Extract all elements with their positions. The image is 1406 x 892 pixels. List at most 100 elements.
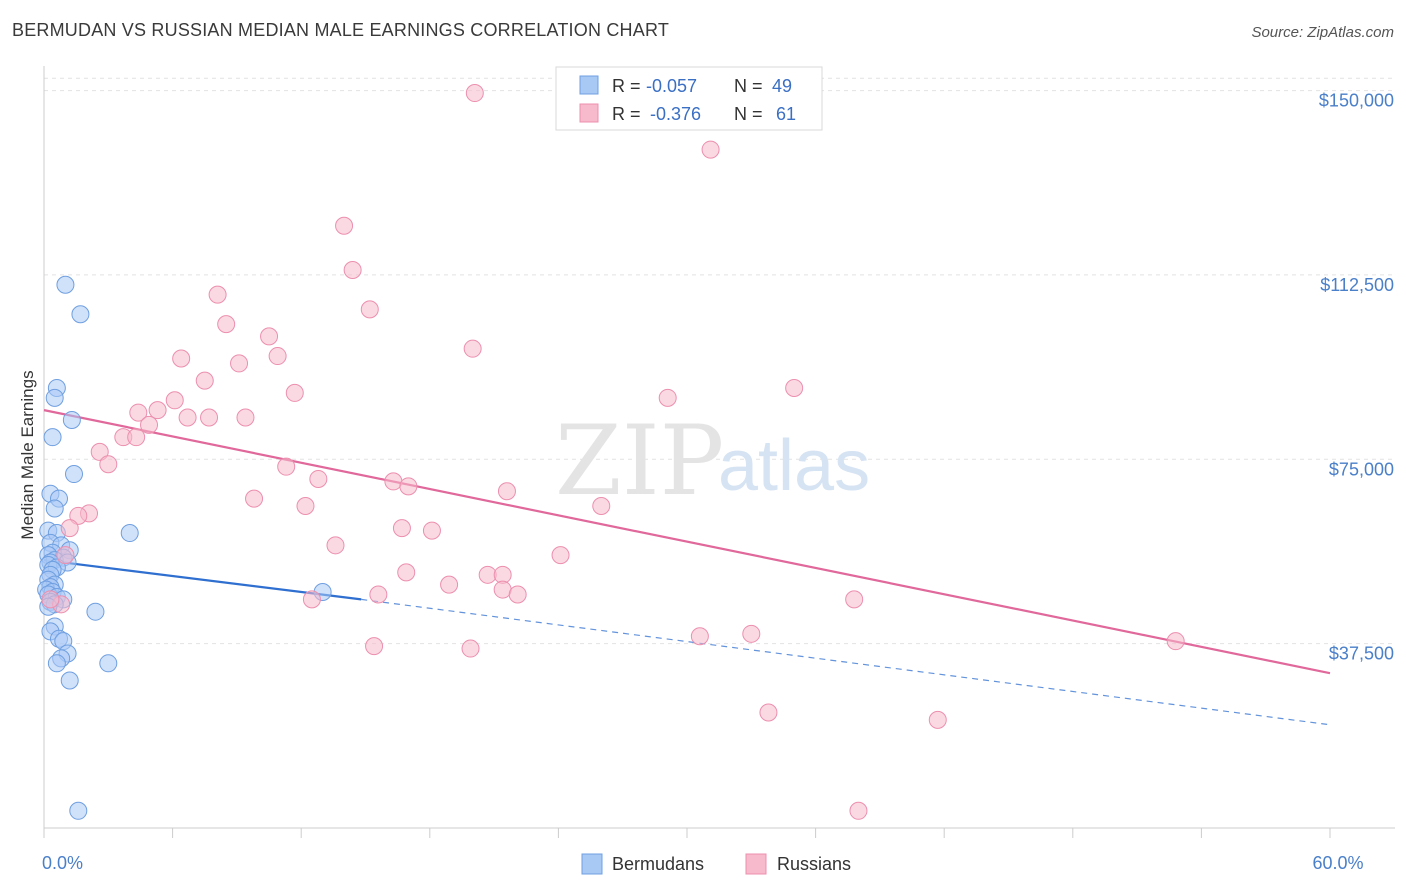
point-russians [41, 590, 60, 609]
point-bermudans [45, 388, 64, 407]
point-russians [236, 408, 255, 427]
point-russians [465, 84, 484, 103]
point-russians [785, 379, 804, 398]
watermark-zip: ZIP [555, 405, 724, 517]
point-russians [422, 521, 441, 540]
point-russians [360, 300, 379, 319]
point-russians [369, 585, 388, 604]
point-russians [200, 408, 219, 427]
point-russians [478, 565, 497, 584]
point-russians [127, 428, 146, 447]
legend-r-label: R = [612, 104, 641, 124]
point-bermudans [86, 602, 105, 621]
bottom-legend-swatch-russians [745, 853, 767, 875]
bottom-legend-label-bermudans: Bermudans [612, 854, 704, 874]
bottom-legend-label-russians: Russians [777, 854, 851, 874]
point-russians [551, 546, 570, 565]
y-tick-label: $37,500 [1329, 644, 1394, 664]
legend-box [555, 66, 823, 131]
y-axis-label: Median Male Earnings [18, 370, 37, 539]
legend-n-label: N = [734, 104, 763, 124]
point-russians [148, 401, 167, 420]
point-bermudans [43, 428, 62, 447]
point-russians [742, 624, 761, 643]
point-russians [208, 285, 227, 304]
source-label: Source: ZipAtlas.com [1251, 24, 1394, 41]
point-russians [508, 585, 527, 604]
point-russians [69, 506, 88, 525]
point-bermudans [120, 524, 139, 543]
point-bermudans [69, 801, 88, 820]
point-bermudans [71, 305, 90, 324]
y-tick-label: $75,000 [1329, 459, 1394, 479]
y-tick-label: $150,000 [1319, 91, 1394, 111]
y-tick-label: $112,500 [1320, 275, 1394, 295]
chart-title: BERMUDAN VS RUSSIAN MEDIAN MALE EARNINGS… [12, 20, 670, 40]
point-russians [497, 482, 516, 501]
point-russians [90, 442, 109, 461]
point-russians [928, 710, 947, 729]
point-russians [195, 371, 214, 390]
point-russians [759, 703, 778, 722]
point-russians [440, 575, 459, 594]
point-bermudans [60, 671, 79, 690]
x-tick-labels: 0.0% 60.0% [42, 853, 1364, 873]
watermark: ZIP atlas [555, 405, 870, 517]
point-russians [230, 354, 249, 373]
point-russians [849, 801, 868, 820]
legend-r-value: -0.057 [646, 76, 697, 96]
point-russians [268, 347, 287, 366]
point-russians [178, 408, 197, 427]
legend-r-value: -0.376 [650, 104, 701, 124]
point-russians [845, 590, 864, 609]
legend-swatch-russians [579, 103, 599, 123]
point-russians [129, 403, 148, 422]
legend-n-value: 49 [772, 76, 792, 96]
trend-line-extension-bermudans [361, 598, 1331, 726]
data-points [37, 84, 1185, 820]
point-russians [302, 590, 321, 609]
bottom-legend: Bermudans Russians [581, 853, 851, 875]
point-russians [658, 388, 677, 407]
point-russians [335, 216, 354, 235]
point-russians [277, 457, 296, 476]
point-russians [493, 580, 512, 599]
point-russians [260, 327, 279, 346]
axes [43, 66, 1395, 838]
point-russians [245, 489, 264, 508]
legend: R = -0.057 N = 49 R = -0.376 N = 61 [555, 66, 823, 131]
point-bermudans [99, 654, 118, 673]
point-russians [326, 536, 345, 555]
point-russians [172, 349, 191, 368]
legend-swatch-bermudans [579, 75, 599, 95]
point-russians [343, 261, 362, 280]
point-bermudans [65, 465, 84, 484]
point-russians [701, 140, 720, 159]
point-russians [592, 496, 611, 515]
y-tick-labels: $37,500 $75,000 $112,500 $150,000 [1319, 91, 1394, 664]
point-russians [296, 496, 315, 515]
legend-n-value: 61 [776, 104, 796, 124]
point-russians [99, 455, 118, 474]
point-russians [60, 519, 79, 538]
point-russians [56, 546, 75, 565]
point-bermudans [45, 499, 64, 518]
point-bermudans [47, 654, 66, 673]
point-bermudans [62, 410, 81, 429]
point-russians [463, 339, 482, 358]
point-russians [309, 469, 328, 488]
point-russians [461, 639, 480, 658]
x-tick-label: 60.0% [1312, 853, 1363, 873]
point-russians [217, 315, 236, 334]
point-russians [140, 415, 159, 434]
bottom-legend-swatch-bermudans [581, 853, 603, 875]
point-russians [397, 563, 416, 582]
point-russians [399, 477, 418, 496]
point-russians [1166, 632, 1185, 651]
x-tick-label: 0.0% [42, 853, 83, 873]
point-russians [365, 637, 384, 656]
point-russians [392, 519, 411, 538]
legend-n-label: N = [734, 76, 763, 96]
point-russians [690, 627, 709, 646]
